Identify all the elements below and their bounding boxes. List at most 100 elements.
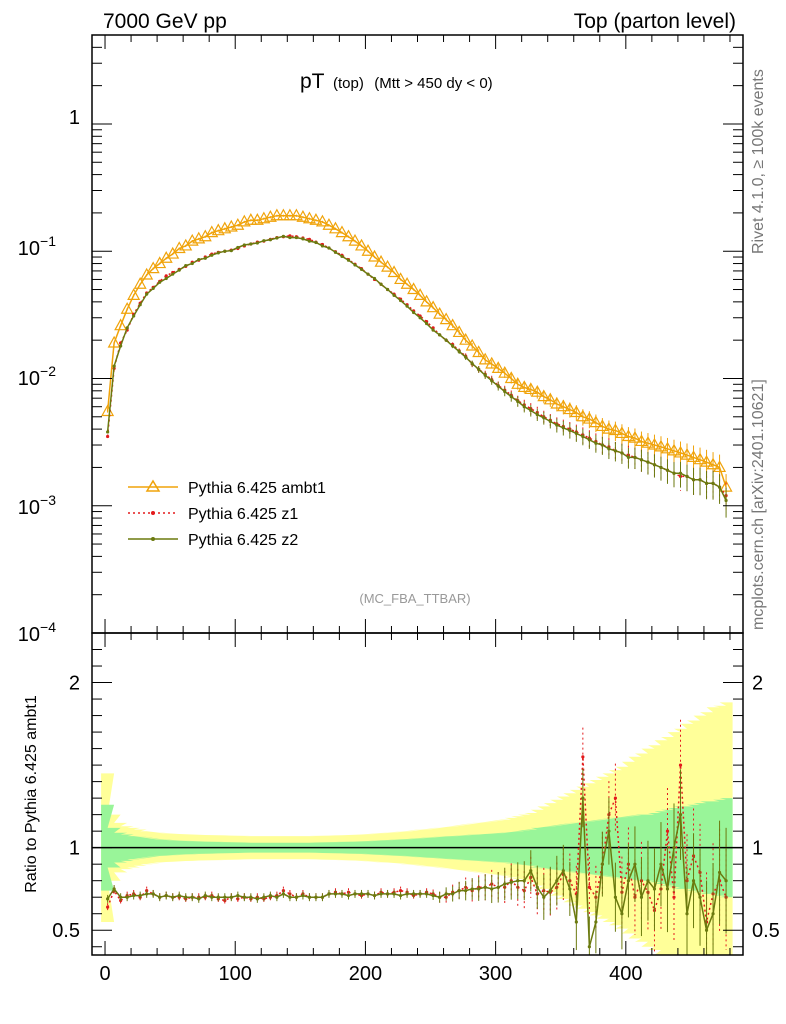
main-z2-point	[145, 292, 149, 296]
ratio-z2-point	[112, 887, 116, 891]
main-z2-point	[633, 455, 637, 459]
main-z2-point	[613, 449, 618, 453]
ratio-z2-point	[340, 892, 344, 896]
main-ambt1-point	[348, 233, 362, 246]
ratio-z2-point	[210, 895, 214, 899]
main-z2-point	[698, 478, 702, 482]
main-ambt1-point	[472, 345, 486, 358]
ratio-z2-point	[379, 892, 383, 896]
ratio-z2-point	[665, 887, 670, 891]
main-ambt1-point	[511, 377, 525, 389]
main-ambt1-point	[465, 338, 479, 351]
main-ambt1-point	[498, 365, 512, 378]
main-z2-point	[724, 498, 728, 503]
main-ambt1-point	[400, 277, 414, 289]
ratio-z2-point	[704, 928, 709, 932]
main-ambt1-point	[446, 318, 460, 331]
main-ambt1-point	[595, 419, 609, 432]
main-z2-point	[672, 471, 676, 475]
main-ambt1-point	[374, 254, 388, 267]
ratio-z2-point	[672, 846, 676, 850]
ratio-z2-point	[444, 892, 448, 896]
main-z2-point	[594, 441, 598, 445]
ratio-z2-point	[652, 887, 657, 891]
header-left: 7000 GeV pp	[103, 10, 227, 33]
dot-marker-icon	[151, 511, 155, 515]
ratio-z2-point	[132, 893, 136, 898]
ratio-z2-point	[301, 893, 305, 898]
main-ambt1-point	[394, 272, 408, 285]
main-ambt1-point	[335, 225, 349, 238]
main-z2-point	[216, 251, 220, 255]
ratio-z2-point	[216, 895, 220, 899]
ratio-z2-point	[294, 895, 299, 899]
main-z2-point	[503, 389, 507, 394]
main-z2-point	[457, 349, 461, 354]
main-z2-point	[477, 367, 481, 371]
ratio-z2-point	[138, 893, 142, 898]
ratio-z2-point	[249, 895, 253, 899]
ratio-z2-point	[405, 892, 409, 896]
ytick-exp: −3	[40, 492, 56, 508]
ratio-z2-point	[158, 895, 162, 899]
main-ambt1-point	[628, 430, 642, 443]
main-ambt1-point	[341, 229, 356, 242]
ytick-base: 10	[18, 624, 40, 646]
ratio-z2-point	[470, 887, 474, 891]
ratio-z2-point	[418, 892, 422, 896]
main-ambt1-point	[322, 217, 336, 230]
main-z2-point	[353, 263, 357, 267]
legend-item-ambt1: Pythia 6.425 ambt1	[128, 479, 326, 497]
ratio-z2-point	[613, 895, 618, 899]
plot-title-cut: (Mtt > 450 dy < 0)	[374, 75, 492, 92]
main-ambt1-point	[700, 454, 714, 467]
main-ambt1-point	[713, 460, 727, 473]
main-ambt1-point	[420, 294, 434, 307]
ratio-band-outer	[101, 702, 733, 955]
ratio-series	[106, 719, 728, 955]
main-ambt1-point	[485, 356, 499, 369]
main-ambt1-point	[524, 382, 538, 395]
ratio-z2-point	[164, 893, 168, 898]
main-z2-point	[678, 471, 683, 475]
ratio-z1-point	[398, 889, 403, 893]
main-ambt1-point	[517, 380, 531, 393]
legend-label-z1: Pythia 6.425 z1	[188, 506, 298, 523]
ytick-label-0.1: 10−1	[18, 233, 56, 260]
main-z2-point	[177, 268, 181, 272]
main-z2-point	[620, 451, 624, 455]
ratio-z2-point	[633, 862, 637, 866]
main-z2-point	[711, 481, 715, 485]
main-ambt1-point	[673, 445, 688, 458]
ratio-ytick-label-left: 0.5	[52, 920, 80, 942]
main-ambt1-point	[120, 301, 134, 314]
header-right: Top (parton level)	[574, 10, 736, 33]
main-ambt1-line	[106, 214, 727, 488]
ratio-z2-point	[314, 895, 318, 899]
main-z1-point	[106, 434, 110, 439]
ratio-z2-point	[568, 887, 572, 891]
ratio-z2-point	[574, 920, 578, 924]
main-z2-point	[151, 286, 155, 291]
main-ambt1-point	[647, 437, 661, 450]
analysis-watermark: (MC_FBA_TTBAR)	[359, 591, 470, 606]
ratio-z2-point	[587, 945, 591, 949]
main-ambt1-point	[231, 217, 245, 230]
main-ambt1-point	[660, 441, 674, 454]
main-ambt1-point	[413, 288, 427, 300]
ratio-z2-point	[581, 796, 585, 800]
plot-title-sub: (top)	[333, 75, 364, 92]
ratio-z2-point	[691, 879, 696, 883]
main-z2-point	[418, 316, 422, 320]
xtick-label: 300	[479, 963, 512, 985]
main-z2-point	[659, 465, 663, 470]
main-ambt1-point	[556, 399, 570, 412]
ratio-z2-point	[555, 879, 559, 883]
main-z2-point	[132, 314, 136, 318]
main-z2-point	[112, 364, 116, 368]
main-ambt1-point	[133, 277, 147, 289]
ytick-exp: −1	[40, 233, 56, 249]
main-ambt1-point	[537, 389, 551, 402]
ratio-z2-point	[151, 892, 155, 896]
